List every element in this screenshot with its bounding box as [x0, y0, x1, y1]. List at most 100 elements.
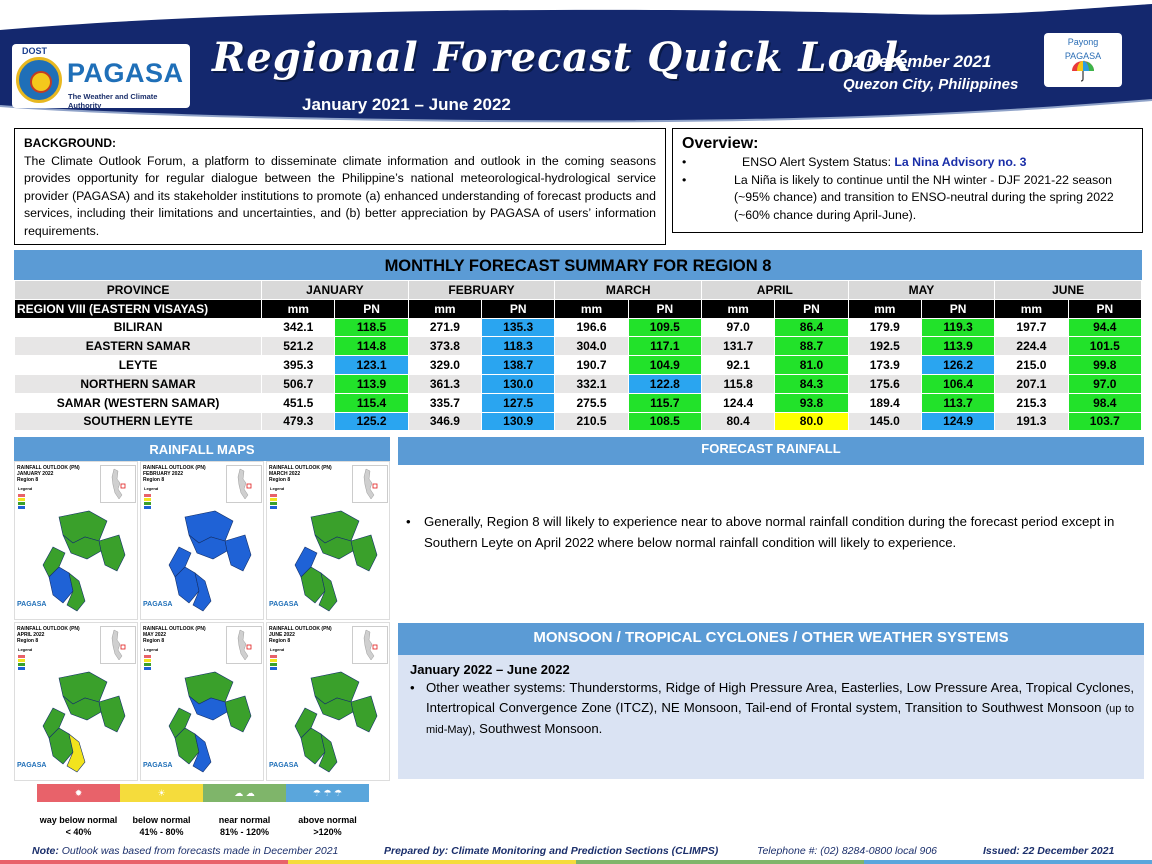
rainfall-map-tile[interactable]: RAINFALL OUTLOOK (PN) FEBRUARY 2022 Region… [140, 461, 264, 620]
payong-line2: PAGASA [1064, 51, 1102, 61]
mm-value: 215.0 [994, 355, 1069, 375]
map-title: RAINFALL OUTLOOK (PN) APRIL 2022 Region 8 [17, 626, 80, 644]
bullet-icon: • [682, 155, 687, 169]
footer-stripe-green [576, 860, 864, 864]
map-title: RAINFALL OUTLOOK (PN) JANUARY 2022 Region … [17, 465, 80, 483]
la-nina-text: La Niña is likely to continue until the … [734, 172, 1114, 222]
mm-header: mm [847, 298, 922, 319]
umbrella-icon [1072, 60, 1094, 82]
footer-prepared: Prepared by: Climate Monitoring and Pred… [384, 845, 719, 857]
philippines-locator-map [100, 626, 136, 664]
philippines-locator-map [100, 465, 136, 503]
legend-swatch [144, 655, 151, 658]
rainfall-maps-header: RAINFALL MAPS [14, 437, 390, 461]
province-header: PROVINCE [13, 280, 263, 300]
pn-value: 122.8 [627, 373, 702, 394]
pn-value: 117.1 [627, 336, 702, 357]
mm-value: 521.2 [261, 336, 336, 357]
legend-swatch [18, 659, 25, 662]
region-8-map [42, 510, 126, 612]
pn-header: PN [920, 298, 996, 319]
pn-value: 130.0 [481, 373, 556, 394]
map-legend-label: Legend [18, 647, 33, 652]
legend-segment: ✹ [37, 784, 120, 802]
weather-icon: ☂ ☂ ☂ [312, 788, 343, 798]
rainfall-map-tile[interactable]: RAINFALL OUTLOOK (PN) JUNE 2022 Region 8 Le… [266, 622, 390, 781]
legend-swatch [18, 667, 25, 670]
table-row: SOUTHERN LEYTE 479.3 125.2 346.9 130.9 210.5 1… [13, 411, 1143, 432]
legend-swatch [270, 498, 277, 501]
weather-icon: ✹ [74, 788, 83, 798]
region-8-map [294, 510, 378, 612]
pn-value: 88.7 [774, 336, 849, 357]
rainfall-map-tile[interactable]: RAINFALL OUTLOOK (PN) MAY 2022 Region 8 Leg… [140, 622, 264, 781]
map-title: RAINFALL OUTLOOK (PN) JUNE 2022 Region 8 [269, 626, 332, 644]
legend-swatch [144, 506, 151, 509]
mm-value: 506.7 [261, 373, 336, 394]
pn-value: 123.1 [334, 355, 409, 375]
rainfall-map-tile[interactable]: RAINFALL OUTLOOK (PN) APRIL 2022 Region 8 L… [14, 622, 138, 781]
logo-name: PAGASA [67, 58, 184, 88]
legend-swatch [270, 663, 277, 666]
pn-value: 101.5 [1067, 336, 1143, 357]
philippines-locator-map [226, 626, 262, 664]
forecast-rainfall-text: Generally, Region 8 will likely to exper… [424, 514, 1115, 550]
pn-header: PN [627, 298, 702, 319]
map-title: RAINFALL OUTLOOK (PN) MAY 2022 Region 8 [143, 626, 206, 644]
province-name: BILIRAN [13, 317, 263, 338]
mm-value: 451.5 [261, 392, 336, 413]
pn-value: 138.7 [481, 355, 556, 375]
rainfall-map-tile[interactable]: RAINFALL OUTLOOK (PN) JANUARY 2022 Region … [14, 461, 138, 620]
pn-value: 109.5 [627, 317, 702, 338]
pn-value: 113.9 [334, 373, 409, 394]
payong-pagasa-logo: Payong PAGASA [1044, 33, 1122, 87]
legend-swatch [144, 667, 151, 670]
table-row: EASTERN SAMAR 521.2 114.8 373.8 118.3 304.0 11… [13, 336, 1143, 357]
enso-status-value: La Nina Advisory no. 3 [894, 155, 1027, 169]
monsoon-body: January 2022 – June 2022 • Other weather… [398, 655, 1144, 779]
pn-value: 115.7 [627, 392, 702, 413]
pn-value: 114.8 [334, 336, 409, 357]
background-title: BACKGROUND: [24, 136, 116, 150]
mm-value: 275.5 [554, 392, 629, 413]
pn-value: 118.3 [481, 336, 556, 357]
pn-value: 81.0 [774, 355, 849, 375]
pn-value: 135.3 [481, 317, 556, 338]
tile-pagasa-logo: PAGASA [17, 601, 47, 608]
weather-icon: ☀ [157, 788, 166, 798]
forecast-period: January 2021 – June 2022 [302, 95, 511, 114]
weather-icon: ☁ ☁ [234, 788, 255, 798]
mm-value: 191.3 [994, 411, 1069, 432]
header-banner: DOST PAGASA The Weather and Climate Auth… [0, 0, 1152, 124]
mm-value: 207.1 [994, 373, 1069, 394]
pn-value: 104.9 [627, 355, 702, 375]
page-title: Regional Forecast Quick Look [212, 34, 912, 81]
legend-swatch [144, 659, 151, 662]
monsoon-systems-item: • Other weather systems: Thunderstorms, … [410, 678, 1134, 741]
mm-value: 342.1 [261, 317, 336, 338]
legend-swatch [144, 502, 151, 505]
mm-value: 346.9 [407, 411, 483, 432]
philippines-locator-map [352, 626, 388, 664]
footer-note-label: Note: [32, 845, 59, 857]
footer: Note: Outlook was based from forecasts m… [0, 843, 1152, 860]
rainfall-map-tile[interactable]: RAINFALL OUTLOOK (PN) MARCH 2022 Region 8 L… [266, 461, 390, 620]
map-legend-label: Legend [144, 647, 159, 652]
background-section: BACKGROUND: The Climate Outlook Forum, a… [14, 128, 666, 245]
mm-value: 80.4 [700, 411, 776, 432]
legend-swatch [270, 494, 277, 497]
month-header: JANUARY [261, 280, 409, 300]
region-8-map [168, 671, 252, 773]
monsoon-text-main: Other weather systems: Thunderstorms, Ri… [426, 680, 1134, 715]
province-name: NORTHERN SAMAR [13, 373, 263, 394]
legend-segment: ☀ [120, 784, 203, 802]
issue-date: 22 December 2021 [843, 52, 992, 71]
mm-value: 190.7 [554, 355, 629, 375]
tile-pagasa-logo: PAGASA [143, 601, 173, 608]
legend-swatch [270, 667, 277, 670]
province-name: SAMAR (WESTERN SAMAR) [13, 392, 263, 413]
philippines-locator-map [226, 465, 262, 503]
rainfall-maps-grid: RAINFALL OUTLOOK (PN) JANUARY 2022 Region … [14, 461, 390, 782]
map-legend-label: Legend [144, 486, 159, 491]
legend-swatch [144, 663, 151, 666]
